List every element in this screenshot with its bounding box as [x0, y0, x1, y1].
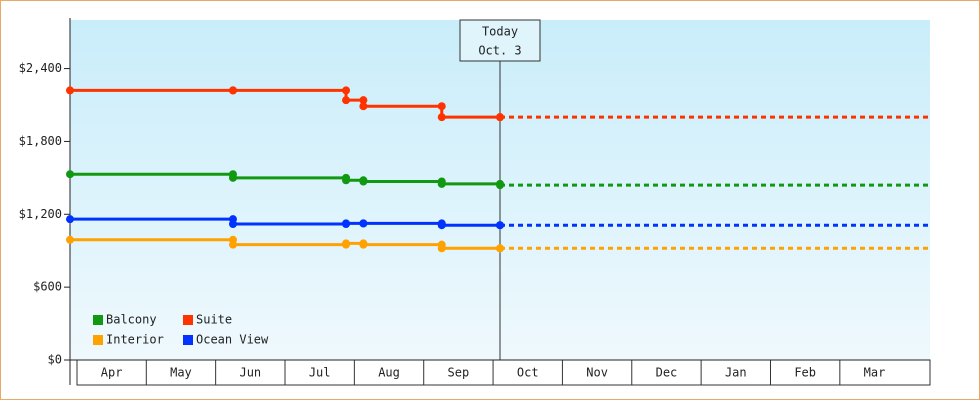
- x-tick-label: Dec: [656, 366, 678, 380]
- legend-label: Ocean View: [196, 333, 269, 347]
- y-tick-label: $2,400: [19, 61, 62, 75]
- point: [342, 219, 351, 228]
- point: [437, 179, 446, 188]
- point: [437, 102, 446, 111]
- point: [228, 86, 237, 95]
- point: [496, 221, 504, 230]
- y-tick-label: $1,200: [19, 207, 62, 221]
- legend-swatch: [93, 315, 103, 325]
- point: [359, 102, 368, 111]
- x-tick-label: Oct: [517, 366, 539, 380]
- legend-label: Suite: [196, 313, 232, 327]
- point: [359, 177, 368, 186]
- point: [359, 240, 368, 249]
- legend-label: Balcony: [106, 313, 157, 327]
- y-tick-label: $1,800: [19, 134, 62, 148]
- x-tick-label: Jan: [725, 366, 747, 380]
- point: [66, 86, 74, 95]
- x-tick-label: Sep: [448, 366, 470, 380]
- y-tick-label: $600: [33, 280, 62, 294]
- point: [496, 181, 504, 190]
- x-tick-label: Nov: [586, 366, 608, 380]
- x-tick-label: Mar: [864, 366, 886, 380]
- point: [342, 176, 351, 185]
- point: [342, 96, 351, 105]
- today-label: Today: [482, 25, 518, 39]
- x-tick-label: May: [170, 366, 192, 380]
- x-tick-label: Jul: [309, 366, 331, 380]
- point: [228, 220, 237, 228]
- legend-label: Interior: [106, 333, 164, 347]
- point: [342, 239, 351, 248]
- x-tick-label: Aug: [378, 366, 400, 380]
- legend-swatch: [93, 335, 103, 345]
- legend-swatch: [183, 335, 193, 345]
- y-tick-label: $0: [48, 353, 62, 367]
- point: [66, 170, 74, 179]
- legend-swatch: [183, 315, 193, 325]
- point: [66, 215, 74, 224]
- point: [437, 113, 446, 122]
- x-tick-label: Feb: [794, 366, 816, 380]
- x-tick-label: Jun: [239, 366, 261, 380]
- point: [359, 219, 368, 228]
- point: [437, 221, 446, 230]
- point: [228, 173, 237, 182]
- x-tick-label: Apr: [101, 366, 123, 380]
- point: [359, 96, 368, 105]
- point: [496, 113, 504, 122]
- point: [66, 235, 74, 244]
- point: [496, 244, 504, 253]
- today-date: Oct. 3: [478, 44, 521, 58]
- point: [228, 240, 237, 249]
- today-box: [459, 19, 541, 62]
- point: [342, 86, 351, 95]
- point: [437, 244, 446, 253]
